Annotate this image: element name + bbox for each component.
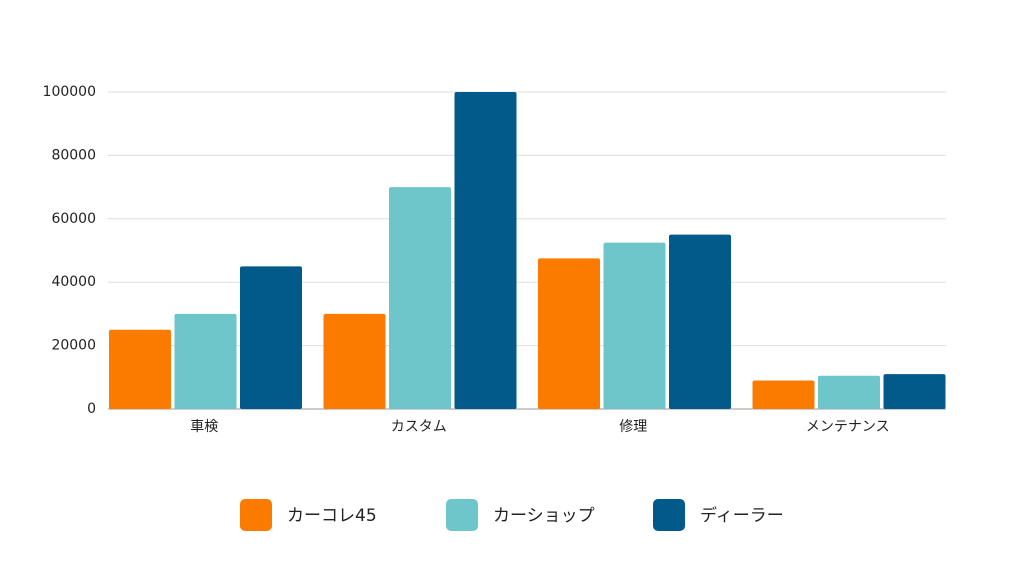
bar [538,258,600,409]
y-tick-label: 100000 [43,84,96,100]
legend-label: ディーラー [700,505,784,526]
bar [174,313,237,409]
legend-swatch [446,499,478,531]
bar [389,187,451,409]
y-tick-label: 80000 [51,147,96,163]
bar [752,380,815,409]
y-tick-label: 60000 [51,211,96,227]
bar [818,375,880,409]
bar [603,242,666,409]
y-tick-label: 0 [87,401,96,417]
x-tick-label: 車検 [190,418,218,435]
x-tick-label: 修理 [619,419,647,435]
bar [323,313,386,409]
bar [240,266,302,409]
legend-swatch [653,499,685,531]
bar [883,374,946,409]
legend-label: カーコレ45 [287,506,377,526]
legend-swatch [240,499,272,531]
x-tick-label: メンテナンス [806,419,890,435]
y-tick-label: 40000 [51,274,96,290]
bar [669,234,731,409]
y-tick-label: 20000 [51,338,96,354]
x-tick-label: カスタム [391,419,447,435]
bar [454,92,517,409]
legend-label: カーショップ [493,506,595,526]
bar [109,329,171,409]
